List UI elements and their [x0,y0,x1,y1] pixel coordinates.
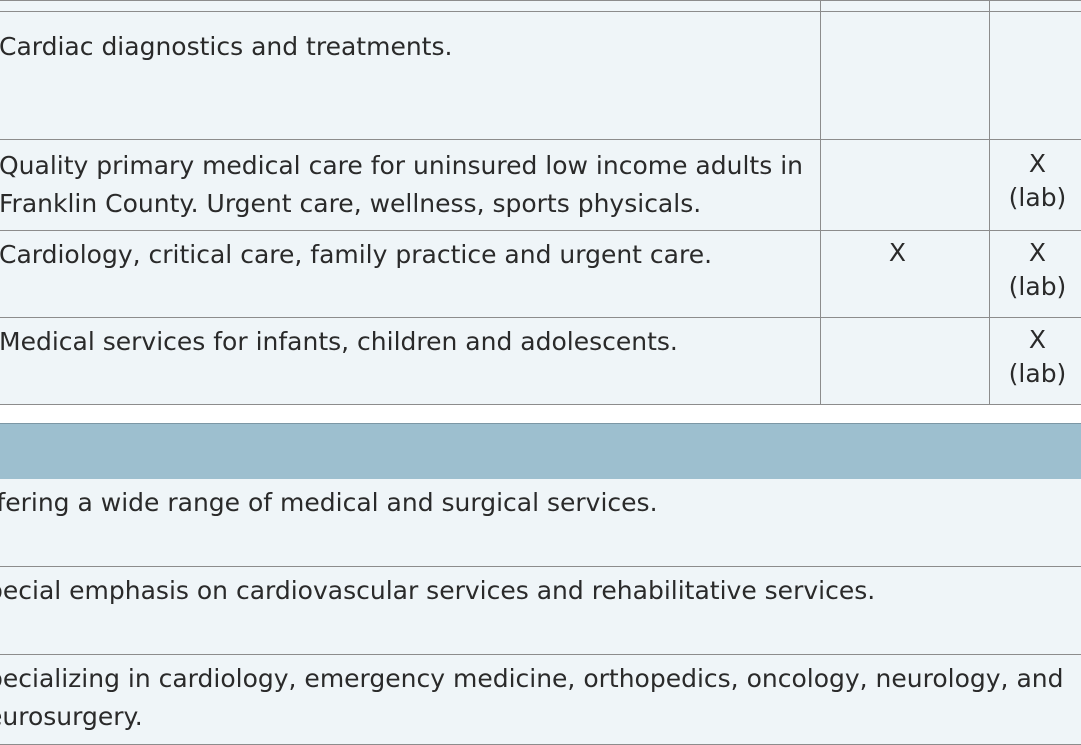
section-header-band [0,423,1081,480]
hospital-description: pecial emphasis on cardiovascular servic… [0,566,1081,654]
service-description: Cardiology, critical care, family practi… [0,231,821,318]
table-row: pecial emphasis on cardiovascular servic… [0,566,1081,654]
service-mark-col2 [821,318,990,405]
table-row: pecializing in cardiology, emergency med… [0,654,1081,744]
service-mark-col2 [821,12,990,140]
table-row: Cardiology, critical care, family practi… [0,231,1081,318]
service-mark-col2 [821,140,990,231]
table-row: ffering a wide range of medical and surg… [0,479,1081,566]
service-description: Quality primary medical care for uninsur… [0,140,821,231]
service-mark-col3 [990,12,1081,140]
services-table: Cardiac diagnostics and treatments. Qual… [0,0,1081,405]
table-row: Cardiac diagnostics and treatments. [0,12,1081,140]
service-mark-col3: X (lab) [990,318,1081,405]
hospital-description: pecializing in cardiology, emergency med… [0,654,1081,744]
table-row: Quality primary medical care for uninsur… [0,140,1081,231]
hospitals-table: ffering a wide range of medical and surg… [0,479,1081,745]
service-mark-col2: X [821,231,990,318]
table-row: Medical services for infants, children a… [0,318,1081,405]
hospital-description: ffering a wide range of medical and surg… [0,479,1081,566]
table-row [0,1,1081,12]
service-description: Cardiac diagnostics and treatments. [0,12,821,140]
service-description: Medical services for infants, children a… [0,318,821,405]
service-mark-col3: X (lab) [990,231,1081,318]
service-mark-col3: X (lab) [990,140,1081,231]
